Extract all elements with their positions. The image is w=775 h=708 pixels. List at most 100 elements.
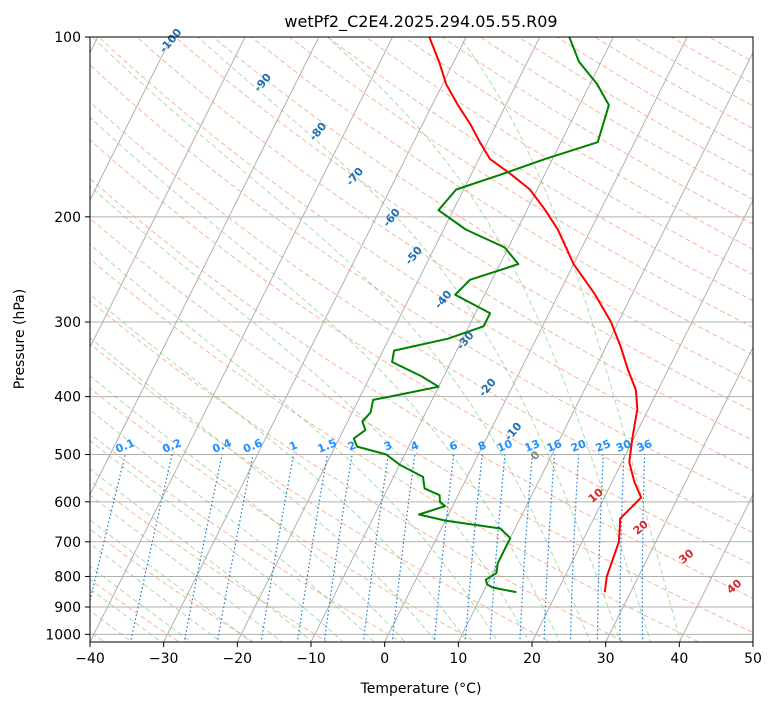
y-axis: 100 200 300 400 500 600 700 800 900 1000 <box>45 30 90 643</box>
profile-lines <box>352 37 643 594</box>
x-tick-label: 20 <box>523 651 541 667</box>
dry-adiabat-line <box>90 480 329 642</box>
isotherm-line <box>163 37 467 642</box>
dewpoint-profile-line <box>352 37 610 594</box>
x-tick-label: 40 <box>670 651 688 667</box>
y-tick-label: 300 <box>54 315 81 331</box>
moist-adiabat-line <box>90 337 437 642</box>
y-tick-label: 600 <box>54 495 81 511</box>
moist-adiabat-line <box>326 37 652 642</box>
isotherm-line <box>605 346 753 642</box>
dry-adiabat-line <box>90 578 180 642</box>
y-tick-label: 1000 <box>45 627 81 643</box>
mixing-ratio-label: 8 <box>476 439 488 454</box>
dry-adiabat-line <box>90 217 753 634</box>
mixing-ratio-line <box>183 454 223 642</box>
mixing-ratio-lines <box>90 454 646 642</box>
mixing-ratio-line <box>464 454 483 642</box>
chart-title: wetPf2_C2E4.2025.294.05.55.R09 <box>284 12 557 32</box>
y-tick-label: 700 <box>54 535 81 551</box>
dry-adiabat-line <box>90 178 753 599</box>
y-tick-label: 200 <box>54 210 81 226</box>
temperature-profile-line <box>428 37 643 593</box>
dry-adiabat-line <box>90 101 753 534</box>
mixing-ratio-line <box>260 454 295 642</box>
dry-adiabat-line <box>90 433 403 642</box>
moist-adiabat-lines <box>90 37 682 642</box>
y-tick-label: 800 <box>54 569 81 585</box>
mixing-ratio-line <box>489 454 506 642</box>
mixing-ratio-line <box>391 454 416 642</box>
x-tick-label: 50 <box>744 651 762 667</box>
x-tick-label: −40 <box>75 651 105 667</box>
moist-adiabat-line <box>90 293 468 642</box>
mixing-ratio-line <box>569 454 580 642</box>
isotherm-lines <box>90 37 753 642</box>
x-axis-title: Temperature (°C) <box>360 681 482 697</box>
mixing-ratio-label: 25 <box>594 437 613 455</box>
moist-adiabat-line <box>90 116 561 642</box>
isotherm-line <box>384 37 688 642</box>
mixing-ratio-line <box>323 454 353 642</box>
y-tick-label: 500 <box>54 448 81 464</box>
mixing-ratio-label: 20 <box>569 437 588 455</box>
mixing-ratio-line <box>519 454 533 642</box>
mixing-ratio-label: 2 <box>346 439 358 454</box>
x-tick-label: 10 <box>449 651 467 667</box>
isotherm-line <box>90 37 246 349</box>
mixing-ratio-label: 13 <box>523 437 542 455</box>
isotherm-line <box>531 198 753 642</box>
y-tick-label: 900 <box>54 600 81 616</box>
mixing-ratio-label: 1 <box>287 439 299 454</box>
isotherm-line <box>236 37 541 642</box>
moist-adiabat-line <box>90 243 499 642</box>
mixing-ratio-line <box>596 454 604 642</box>
mixing-ratio-line <box>216 454 254 642</box>
dry-adiabat-line <box>90 64 753 502</box>
x-tick-label: −10 <box>296 651 326 667</box>
moist-adiabat-line <box>90 375 406 642</box>
moist-adiabat-line <box>90 185 530 642</box>
mixing-ratio-line <box>90 454 126 604</box>
dry-adiabat-line <box>90 258 701 642</box>
mixing-ratio-line <box>433 454 455 642</box>
mixing-ratio-line <box>129 454 173 642</box>
plot-area <box>90 37 753 642</box>
dry-adiabat-line <box>98 37 753 471</box>
mixing-ratio-label: 10 <box>495 437 514 455</box>
isotherm-line <box>90 37 320 496</box>
dry-adiabat-line <box>90 343 552 642</box>
x-tick-label: −20 <box>223 651 253 667</box>
mixing-ratio-line <box>362 454 389 642</box>
y-axis-title: Pressure (hPa) <box>12 289 28 389</box>
mixing-ratio-line <box>296 454 328 642</box>
isotherm-line <box>310 37 615 642</box>
mixing-ratio-label: 16 <box>545 437 564 455</box>
mixing-ratio-label: 36 <box>635 437 654 455</box>
y-tick-label: 100 <box>54 30 81 46</box>
moist-adiabat-line <box>90 440 344 642</box>
y-tick-label: 400 <box>54 390 81 406</box>
isotherm-line <box>90 37 394 642</box>
dry-adiabat-line <box>90 387 478 642</box>
mixing-ratio-label: 30 <box>614 437 633 455</box>
moist-adiabat-line <box>90 494 283 642</box>
x-tick-label: 0 <box>380 651 389 667</box>
x-axis: −40 −30 −20 −10 0 10 20 30 40 50 <box>75 642 762 667</box>
mixing-ratio-label: 3 <box>382 439 394 454</box>
plot-frame <box>89 36 754 643</box>
dry-adiabat-line <box>90 300 626 642</box>
moist-adiabat-line <box>90 409 375 642</box>
mixing-ratio-line <box>619 454 625 642</box>
mixing-ratio-line <box>641 454 646 642</box>
dry-adiabat-line <box>174 37 753 412</box>
isotherm-line <box>90 37 173 202</box>
moist-adiabat-line <box>92 37 591 642</box>
mixing-ratio-line <box>543 454 556 642</box>
dry-adiabat-line <box>136 37 753 441</box>
x-tick-label: −30 <box>149 651 179 667</box>
dry-adiabat-lines <box>90 37 753 642</box>
x-tick-label: 30 <box>597 651 615 667</box>
